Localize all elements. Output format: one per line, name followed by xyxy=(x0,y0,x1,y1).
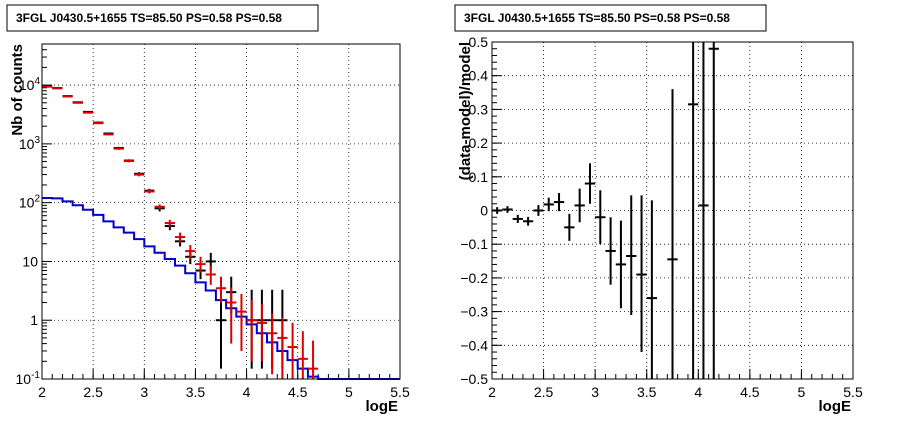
x-tick-label: 4 xyxy=(243,384,251,400)
y-tick-label: 10 xyxy=(22,253,38,269)
x-tick-label: 3.5 xyxy=(186,384,206,400)
y-tick-label: 0.5 xyxy=(469,34,489,50)
y-tick-label: 10-1 xyxy=(16,370,41,387)
x-tick-label: 5 xyxy=(798,384,806,400)
residual-marks xyxy=(492,42,719,379)
x-tick-label: 2.5 xyxy=(534,384,554,400)
residual-y-label: (data-model)/model xyxy=(457,42,474,180)
y-tick-label: 0.1 xyxy=(469,169,489,185)
x-tick-label: 2 xyxy=(488,384,496,400)
x-tick-label: 3 xyxy=(591,384,599,400)
y-tick-label: −0.1 xyxy=(460,236,488,252)
y-tick-label: 103 xyxy=(19,135,41,152)
residual-grid xyxy=(492,42,853,379)
x-tick-label: 2.5 xyxy=(83,384,103,400)
x-tick-label: 4 xyxy=(694,384,702,400)
x-tick-label: 2 xyxy=(38,384,46,400)
x-tick-label: 4.5 xyxy=(740,384,760,400)
counts-title-box xyxy=(6,4,319,32)
model-step-line xyxy=(42,197,400,380)
residual-panel: 3FGL J0430.5+1655 TS=85.50 PS=0.58 PS=0.… xyxy=(454,4,863,415)
y-tick-label: 0.3 xyxy=(469,101,489,117)
y-tick-label: −0.3 xyxy=(460,304,488,320)
y-tick-label: 0 xyxy=(480,203,488,219)
counts-y-label: Nb of counts xyxy=(9,44,26,136)
y-tick-label: 0.4 xyxy=(469,68,489,84)
counts-frame xyxy=(41,43,401,380)
x-tick-label: 5.5 xyxy=(390,384,410,400)
residual-title: 3FGL J0430.5+1655 TS=85.50 PS=0.58 PS=0.… xyxy=(464,11,730,25)
x-tick-label: 4.5 xyxy=(288,384,308,400)
residual-frame xyxy=(491,41,854,380)
x-tick-label: 5.5 xyxy=(843,384,863,400)
x-tick-label: 3.5 xyxy=(637,384,657,400)
y-tick-label: 102 xyxy=(19,194,41,211)
y-tick-label: −0.4 xyxy=(460,337,488,353)
x-tick-label: 5 xyxy=(345,384,353,400)
y-tick-label: 1 xyxy=(30,312,38,328)
counts-marks xyxy=(42,85,400,380)
y-tick-label: −0.5 xyxy=(460,371,488,387)
counts-title: 3FGL J0430.5+1655 TS=85.50 PS=0.58 PS=0.… xyxy=(16,11,282,25)
y-tick-label: 0.2 xyxy=(469,135,489,151)
residual-axis-ticks: 2 2.5 3 3.5 4 4.5 5 5.5 −0.5 −0.4 −0.3 −0.2 −0.1 0 0.1… xyxy=(460,34,863,400)
residual-title-box xyxy=(454,4,767,32)
y-tick-label: 104 xyxy=(19,76,41,93)
counts-panel: 3FGL J0430.5+1655 TS=85.50 PS=0.58 PS=0.… xyxy=(6,4,410,415)
x-tick-label: 3 xyxy=(140,384,148,400)
residual-x-label: logE xyxy=(819,398,852,415)
counts-x-label: logE xyxy=(366,398,399,415)
y-tick-label: −0.2 xyxy=(460,270,488,286)
counts-axis-ticks: 2 2.5 3 3.5 4 4.5 5 5.5 10-1 1 10 102 103 104 xyxy=(16,43,410,400)
